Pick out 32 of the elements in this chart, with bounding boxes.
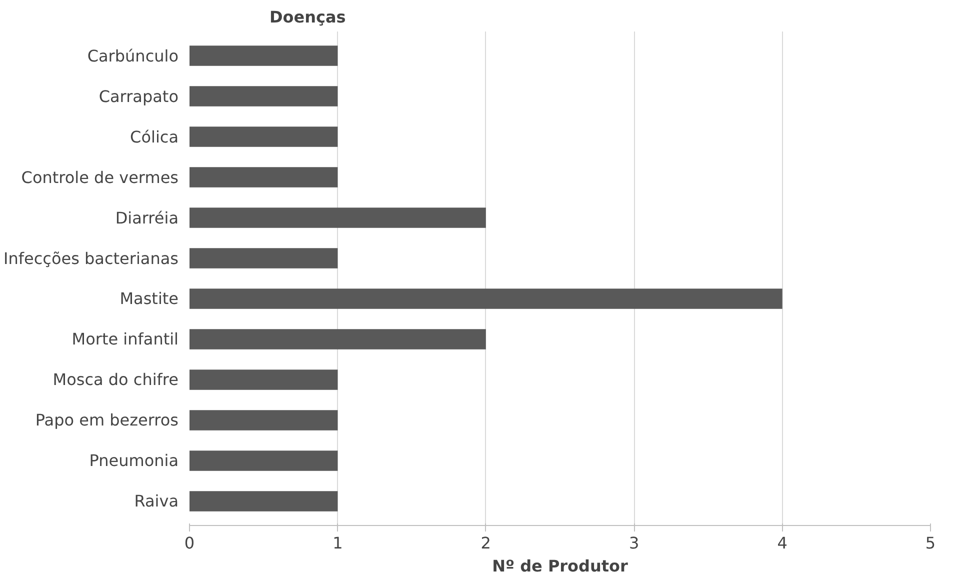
y-tick-label: Raiva: [134, 492, 179, 511]
y-axis-title: Doenças: [270, 8, 346, 26]
bar: [190, 329, 486, 350]
y-tick-label: Infecções bacterianas: [4, 248, 178, 268]
bar: [190, 370, 338, 390]
y-tick-label: Carbúnculo: [87, 46, 179, 66]
y-tick-label: Morte infantil: [72, 330, 178, 349]
y-tick-label: Cólica: [130, 127, 178, 146]
x-tick-label: 1: [332, 534, 343, 552]
bar: [190, 46, 338, 66]
bar: [190, 86, 338, 106]
bar: [190, 208, 486, 228]
x-tick-label: 4: [777, 534, 788, 552]
x-tick-label: 2: [480, 534, 491, 552]
bar: [190, 126, 338, 147]
y-tick-label: Papo em bezerros: [35, 410, 178, 430]
bar: [190, 491, 338, 512]
y-tick-label: Diarréia: [115, 208, 178, 228]
x-tick-label: 5: [925, 534, 936, 552]
y-tick-label: Mastite: [120, 289, 178, 308]
y-tick-label: Carrapato: [98, 86, 179, 106]
bar: [190, 167, 338, 188]
y-tick-label: Pneumonia: [89, 451, 179, 470]
bar: [190, 450, 338, 471]
x-axis-title: Nº de Produtor: [492, 556, 628, 576]
x-tick-label: 0: [184, 534, 195, 552]
y-tick-label: Mosca do chifre: [52, 370, 178, 390]
y-tick-label: Controle de vermes: [21, 168, 179, 187]
x-tick-label: 3: [629, 534, 640, 552]
bar: [190, 410, 338, 430]
bar: [190, 248, 338, 268]
bar: [190, 288, 782, 309]
